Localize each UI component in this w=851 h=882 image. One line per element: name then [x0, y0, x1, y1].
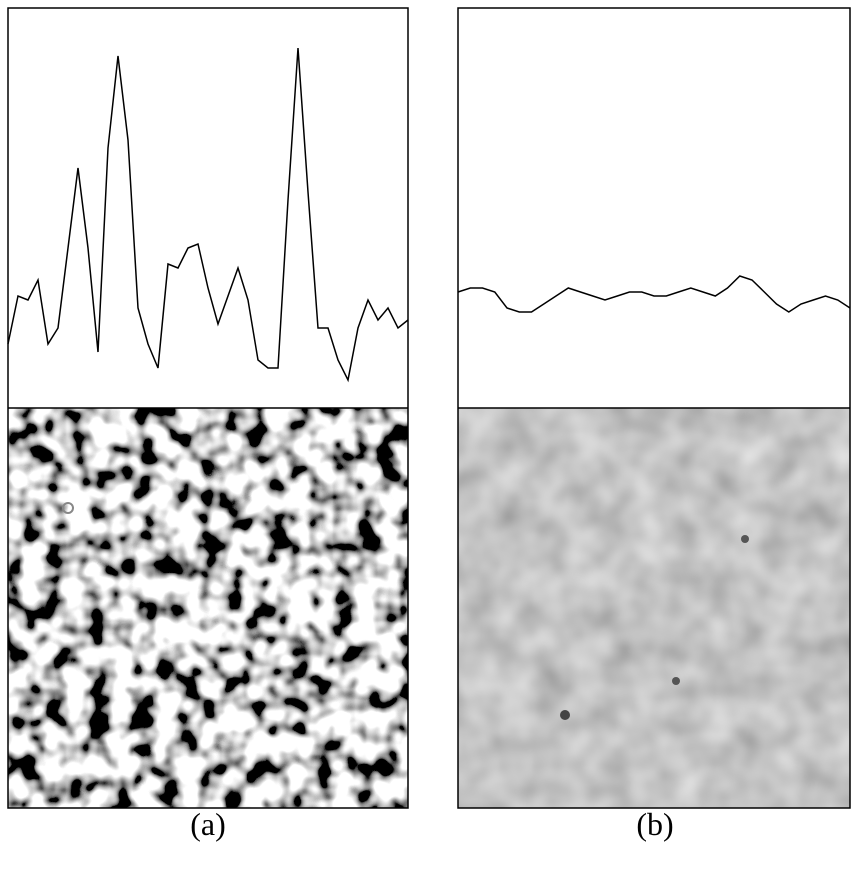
- profile-line: [457, 275, 851, 313]
- particle: [560, 710, 570, 720]
- panel-label: (b): [636, 806, 673, 842]
- particle: [62, 502, 74, 514]
- panel-label: (a): [190, 806, 226, 842]
- speckle-image: [8, 408, 408, 808]
- particle: [741, 535, 749, 543]
- profile-line: [7, 47, 409, 383]
- particle: [672, 677, 680, 685]
- speckle-image: [458, 408, 850, 808]
